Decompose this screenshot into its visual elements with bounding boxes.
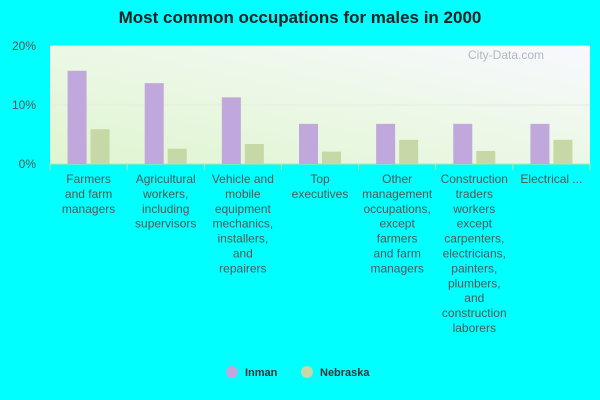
x-axis-labels: Farmers and farm managers Agricultural worke… bbox=[62, 172, 583, 335]
category-label: Top executives bbox=[292, 172, 349, 201]
bar-inman bbox=[299, 123, 318, 164]
y-tick-label: 20% bbox=[12, 39, 36, 53]
legend-swatch-nebraska bbox=[301, 366, 313, 378]
bar-nebraska bbox=[167, 148, 187, 164]
category-label: Farmers and farm managers bbox=[62, 172, 115, 216]
category-label: Vehicle and mobile equipment mechanics, inst… bbox=[212, 172, 274, 275]
bar-nebraska bbox=[553, 139, 573, 164]
bars-group bbox=[67, 70, 573, 164]
bar-nebraska bbox=[90, 129, 110, 164]
legend-swatch-inman bbox=[226, 366, 238, 378]
y-tick-label: 0% bbox=[19, 157, 37, 171]
bar-nebraska bbox=[244, 143, 264, 164]
category-label: Construction traders workers except carpente… bbox=[441, 172, 508, 335]
category-label: Other management occupations, except farmers… bbox=[362, 172, 433, 275]
y-axis-ticks: 0% 10% 20% bbox=[12, 39, 36, 171]
legend: Inman Nebraska bbox=[226, 366, 370, 379]
legend-label-inman: Inman bbox=[245, 367, 278, 379]
bar-inman bbox=[453, 123, 473, 164]
bar-inman bbox=[221, 97, 241, 164]
y-tick-label: 10% bbox=[12, 98, 36, 112]
legend-label-nebraska: Nebraska bbox=[320, 367, 370, 379]
bar-inman bbox=[376, 123, 396, 164]
bar-nebraska bbox=[476, 151, 496, 164]
category-label: Electrical ... bbox=[520, 172, 582, 186]
gridlines bbox=[49, 45, 591, 170]
bar-inman bbox=[144, 83, 164, 164]
bar-nebraska bbox=[322, 151, 341, 164]
bar-inman bbox=[530, 123, 550, 164]
chart-title: Most common occupations for males in 200… bbox=[118, 8, 482, 27]
bar-inman bbox=[67, 70, 87, 164]
category-label: Agricultural workers, including supervisors bbox=[135, 172, 196, 231]
bar-nebraska bbox=[399, 139, 419, 164]
watermark-text: City-Data.com bbox=[468, 48, 544, 62]
